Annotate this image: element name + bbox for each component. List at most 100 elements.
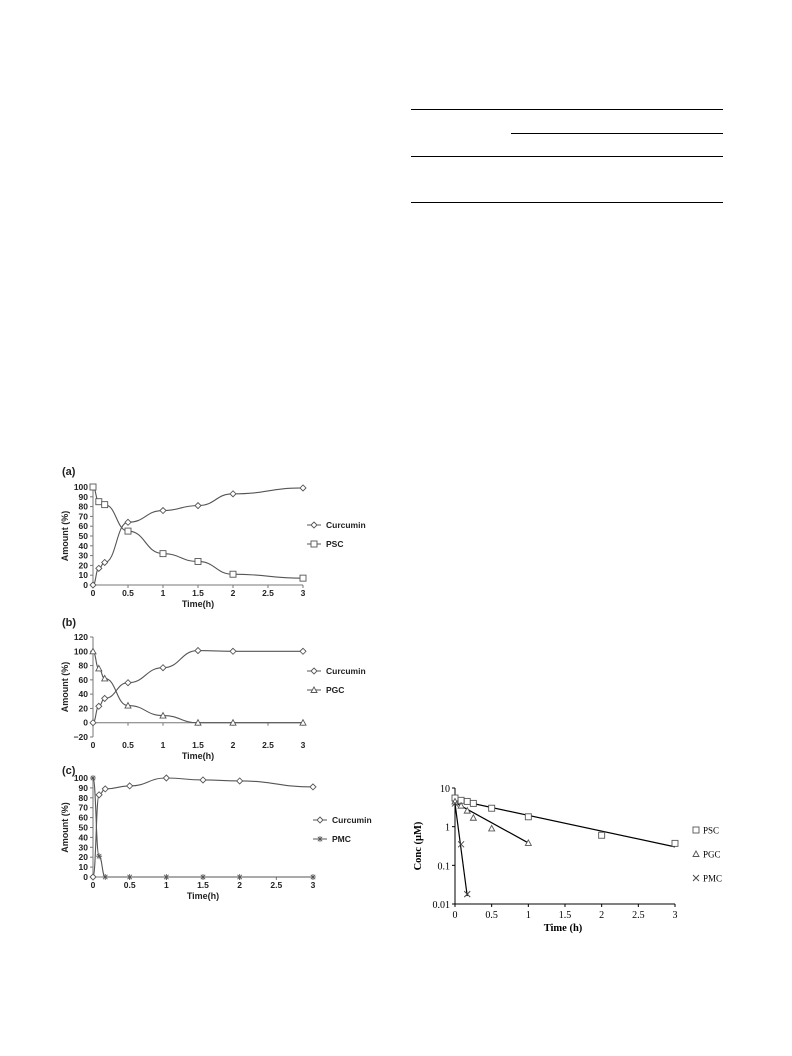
- chart-c-ytick-label: 40: [79, 832, 89, 842]
- chart-c-series-curcumin-point: [162, 774, 170, 782]
- chart-b-ytick-label: 20: [79, 703, 89, 713]
- chart-c-xlabel: Time(h): [187, 891, 219, 901]
- chart-b-series-curcumin-point: [299, 647, 307, 655]
- chart-d-point-psc: [463, 797, 471, 805]
- chart-c-legend-marker: [316, 816, 324, 824]
- chart-c-series-curcumin-point: [126, 782, 134, 790]
- chart-c-xtick-label: 2.5: [270, 880, 282, 890]
- chart-b-series-pgc-point: [299, 718, 307, 726]
- chart-c-series-pmc-point: [126, 874, 133, 880]
- chart-d-xtick-label: 0.5: [485, 910, 498, 921]
- chart-a-ytick-label: 40: [79, 541, 89, 551]
- chart-c-xtick-label: 1.5: [197, 880, 209, 890]
- chart-a-ytick-label: 70: [79, 511, 89, 521]
- chart-a-legend-label: Curcumin: [326, 520, 366, 530]
- chart-c-series-pmc-point: [96, 853, 103, 860]
- chart-d-point-pmc: [457, 840, 465, 848]
- chart-c-xtick-label: 1: [164, 880, 169, 890]
- chart-d-point-psc: [671, 839, 679, 847]
- chart-c-series-pmc-point: [310, 874, 316, 880]
- chart-b-series-pgc-point: [229, 718, 237, 726]
- chart-a-ylabel: Amount (%): [60, 511, 70, 562]
- chart-d-ytick-label: 0.1: [438, 861, 451, 872]
- chart-b-series-pgc-point: [95, 664, 103, 672]
- chart-c-series-curcumin-point: [101, 785, 109, 793]
- chart-c-series-pmc-point: [236, 874, 243, 880]
- chart-c-ytick-label: 30: [79, 842, 89, 852]
- table-rule-bottom: [411, 202, 723, 203]
- chart-a-ytick-label: 10: [79, 570, 89, 580]
- chart-d-ytick-label: 1: [445, 823, 450, 834]
- chart-c-xtick-label: 0.5: [124, 880, 136, 890]
- chart-b-xlabel: Time(h): [182, 751, 214, 761]
- chart-b-xtick-label: 0.5: [122, 740, 134, 750]
- chart-b-xtick-label: 1.5: [192, 740, 204, 750]
- chart-c-legend-marker: [317, 836, 323, 842]
- chart-a-series-psc-point: [89, 483, 97, 491]
- chart-d-legend-marker-pmc: [692, 874, 700, 882]
- chart-a-series-psc-point: [101, 501, 109, 509]
- chart-c-xtick-label: 2: [237, 880, 242, 890]
- chart-c-ytick-label: 90: [79, 783, 89, 793]
- chart-a-legend-label: PSC: [326, 539, 343, 549]
- chart-c-series-pmc-point: [200, 874, 206, 880]
- chart-b-ylabel: Amount (%): [60, 662, 70, 713]
- chart-a-series-curcumin-point: [124, 518, 132, 526]
- chart-d-point-pgc: [457, 801, 465, 809]
- chart-d-legend-marker-pgc: [692, 850, 700, 857]
- chart-a-series-psc-point: [194, 558, 202, 565]
- chart-a-xtick-label: 2: [231, 588, 236, 598]
- chart-b-series-curcumin-point: [101, 694, 109, 703]
- chart-c-ytick-label: 80: [79, 793, 89, 803]
- chart-c-series-curcumin-point: [95, 791, 103, 799]
- chart-a-xtick-label: 1.5: [192, 588, 204, 598]
- chart-c-series-curcumin-line: [92, 777, 314, 878]
- chart-c-series-pmc-point: [163, 874, 170, 880]
- chart-d-point-psc: [469, 799, 477, 807]
- chart-a-series-curcumin-point: [159, 506, 167, 515]
- chart-d-point-pgc: [524, 838, 533, 846]
- chart-a-series-curcumin-point: [101, 558, 109, 567]
- chart-a-ytick-label: 30: [79, 551, 89, 561]
- chart-b-series-pgc-point: [124, 701, 132, 709]
- chart-d-xtick-label: 0: [453, 910, 458, 921]
- chart-d-point-psc: [488, 804, 496, 812]
- chart-b-series-curcumin-point: [95, 702, 103, 710]
- chart-a-xlabel: Time(h): [182, 599, 214, 609]
- chart-c-legend-label: Curcumin: [332, 815, 372, 825]
- chart-d-point-pgc: [487, 824, 496, 832]
- chart-b-series-pgc-point: [100, 674, 109, 682]
- table-rule-mid: [411, 156, 723, 157]
- chart-c-series-curcumin-point: [89, 873, 97, 881]
- chart-a-legend-marker: [310, 521, 318, 529]
- chart-a-xtick-label: 3: [301, 588, 306, 598]
- chart-d-legend-label-pmc: PMC: [703, 874, 722, 884]
- chart-a-series-psc-point: [229, 570, 237, 578]
- chart-a-series-curcumin-point: [299, 484, 307, 492]
- chart-c-series-curcumin-point: [309, 783, 317, 791]
- chart-d-xtick-label: 3: [673, 910, 678, 921]
- chart-d-xtick-label: 1: [526, 910, 531, 921]
- panel-b-letter: (b): [62, 617, 77, 629]
- chart-d-xtick-label: 1.5: [559, 910, 572, 921]
- chart-d-ytick-label: 0.01: [433, 900, 451, 911]
- chart-a-ytick-label: 20: [79, 560, 89, 570]
- chart-a-series-psc-point: [159, 550, 167, 558]
- chart-b-series-curcumin-line: [92, 650, 303, 724]
- chart-c-series-pmc-point: [90, 775, 96, 781]
- chart-d-xtick-label: 2.5: [632, 910, 645, 921]
- chart-a-series-psc-point: [124, 527, 132, 535]
- chart-a-series-curcumin-point: [89, 581, 97, 589]
- chart-c-ytick-label: 70: [79, 803, 89, 813]
- chart-a-ytick-label: 50: [79, 531, 89, 541]
- chart-d-xtick-label: 2: [599, 910, 604, 921]
- chart-b-series-curcumin-point: [229, 647, 237, 655]
- chart-c-series-pmc-point: [102, 874, 109, 880]
- chart-b-series-curcumin-point: [159, 664, 167, 672]
- chart-a-legend-marker: [310, 540, 318, 548]
- chart-c-series-pmc-line: [92, 777, 313, 878]
- chart-b-xtick-label: 2: [231, 740, 236, 750]
- chart-b-legend-label: PGC: [326, 685, 344, 695]
